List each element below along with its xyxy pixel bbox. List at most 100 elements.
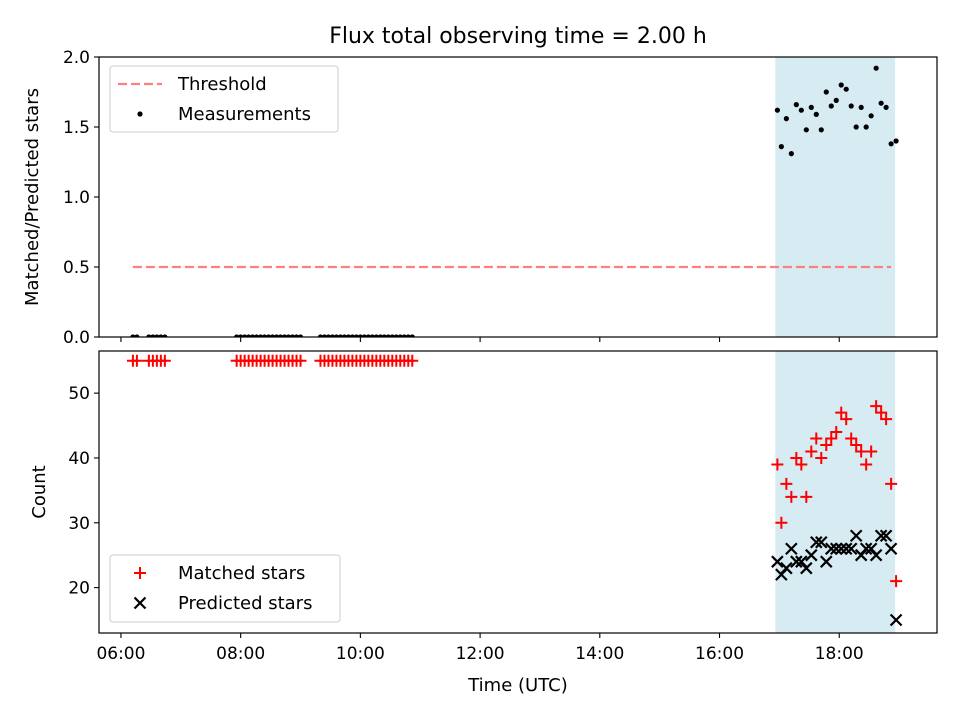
predicted-star-marker: [859, 542, 873, 556]
measurement-point: [246, 334, 252, 337]
measurement-point: [289, 334, 296, 337]
measurement-point: [858, 104, 864, 110]
predicted-star-marker: [889, 613, 903, 627]
matched-star-marker: [294, 354, 307, 367]
matched-star-marker: [790, 451, 803, 464]
matched-star-marker: [820, 439, 833, 451]
predicted-star-marker: [869, 548, 883, 562]
matched-star-marker: [865, 445, 878, 458]
x-tick-label: 12:00: [456, 644, 505, 664]
predicted-star-marker: [834, 542, 848, 556]
measurement-point: [333, 334, 340, 337]
measurement-point: [377, 334, 383, 337]
measurement-point: [883, 104, 889, 110]
measurement-point: [254, 334, 260, 337]
matched-star-marker: [800, 490, 813, 503]
predicted-star-marker: [844, 542, 858, 556]
y-axis-label: Count: [29, 465, 50, 518]
matched-star-marker: [835, 406, 848, 419]
matched-star-marker: [825, 432, 838, 445]
measurement-point: [778, 144, 784, 150]
measurement-point: [389, 334, 395, 337]
measurement-point: [353, 334, 359, 337]
matched-star-marker: [158, 354, 171, 367]
matched-star-marker: [850, 439, 863, 451]
measurement-point: [828, 103, 834, 109]
measurement-point: [345, 334, 352, 337]
x-tick-label: 08:00: [216, 644, 265, 664]
measurement-point: [774, 107, 780, 113]
measurement-point: [234, 334, 240, 337]
y-tick-label: 30: [68, 514, 90, 534]
legend-box: [109, 65, 339, 133]
matched-star-marker: [771, 458, 784, 471]
legend: Threshold Measurements: [109, 65, 339, 133]
predicted-star-marker: [839, 542, 853, 556]
measurement-point: [150, 334, 156, 337]
y-tick-label: 1.5: [63, 118, 90, 138]
matched-star-marker: [870, 400, 883, 413]
matched-star-marker: [875, 406, 888, 419]
predicted-star-marker: [800, 561, 813, 575]
measurement-point: [341, 334, 348, 337]
legend-swatch: [134, 567, 146, 579]
measurement-point: [401, 334, 407, 337]
measurement-point: [803, 127, 809, 133]
measurement-point: [281, 334, 288, 337]
matched-star-marker: [815, 451, 828, 464]
measurement-point: [808, 104, 814, 110]
predicted-star-marker: [780, 561, 793, 575]
measurement-point: [813, 111, 819, 117]
measurement-point: [397, 334, 403, 337]
measurement-point: [325, 334, 332, 337]
measurement-point: [357, 334, 363, 337]
matched-star-marker: [880, 413, 893, 426]
y-tick-label: 0.0: [63, 328, 90, 348]
measurement-point: [405, 334, 411, 337]
y-tick-label: 1.0: [63, 188, 90, 208]
measurement-point: [262, 334, 268, 337]
measurement-point: [381, 334, 387, 337]
matched-star-marker: [785, 490, 798, 503]
measurement-point: [361, 334, 367, 337]
measurement-point: [868, 113, 874, 119]
measurement-point: [162, 334, 168, 337]
measurement-point: [818, 127, 824, 133]
measurement-point: [317, 334, 324, 337]
measurement-point: [238, 334, 244, 337]
predicted-star-marker: [884, 542, 898, 556]
axes-frame: [98, 350, 938, 634]
measurement-point: [369, 334, 375, 337]
measurement-point: [146, 334, 152, 337]
predicted-star-marker: [790, 555, 803, 568]
measurement-point: [130, 334, 136, 337]
matched-star-marker: [406, 354, 419, 367]
x-tick-label: 10:00: [336, 644, 385, 664]
measurement-point: [250, 334, 256, 337]
measurement-point: [798, 107, 804, 113]
predicted-star-marker: [771, 555, 784, 568]
predicted-star-marker: [810, 535, 823, 549]
measurement-point: [293, 334, 300, 337]
measurement-point: [793, 102, 799, 108]
measurement-point: [134, 334, 140, 337]
measurement-point: [888, 141, 894, 147]
measurement-point: [273, 334, 280, 337]
predicted-star-marker: [785, 542, 798, 556]
x-tick-label: 14:00: [575, 644, 624, 664]
legend-swatch: [137, 111, 143, 117]
legend-box: [109, 554, 341, 623]
y-tick-label: 50: [68, 384, 90, 404]
matched-star-marker: [830, 426, 843, 439]
measurement-point: [838, 82, 844, 88]
measurement-point: [848, 103, 854, 109]
matched-star-marker: [775, 516, 788, 529]
y-tick-label: 0.5: [63, 258, 90, 278]
measurement-point: [385, 334, 391, 337]
matched-star-marker: [845, 432, 858, 445]
measurement-point: [154, 334, 160, 337]
measurement-point: [277, 334, 284, 337]
predicted-star-marker: [849, 529, 863, 543]
measurement-point: [337, 334, 344, 337]
